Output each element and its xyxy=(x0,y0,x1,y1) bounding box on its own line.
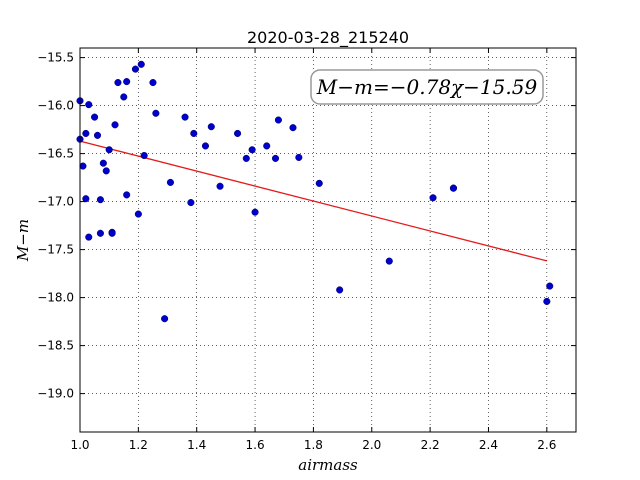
data-point xyxy=(161,315,169,323)
y-axis-label: M−m xyxy=(14,219,32,262)
data-point xyxy=(93,131,102,139)
x-tick-label: 1.0 xyxy=(70,438,89,452)
x-tick-label: 1.2 xyxy=(129,438,148,452)
data-point xyxy=(271,154,280,162)
fit-equation: M−m=−0.78χ−15.59 xyxy=(316,75,538,99)
data-point xyxy=(111,121,119,129)
y-tick-label: −18.0 xyxy=(37,291,74,305)
y-tick-label: −19.0 xyxy=(37,387,74,401)
x-tick-label: 2.4 xyxy=(479,438,498,452)
plot-frame xyxy=(79,47,577,433)
data-point xyxy=(207,123,215,131)
y-tick-label: −17.0 xyxy=(37,195,74,209)
data-point xyxy=(114,79,122,87)
data-point xyxy=(274,116,282,124)
x-tick-label: 2.0 xyxy=(362,438,381,452)
data-point xyxy=(242,154,250,162)
data-point xyxy=(152,109,160,117)
x-tick-label: 2.6 xyxy=(537,438,556,452)
data-point xyxy=(336,286,344,294)
data-point xyxy=(120,93,128,101)
data-point xyxy=(99,159,107,167)
data-point xyxy=(546,282,554,290)
data-point xyxy=(140,151,148,160)
fit-line xyxy=(79,140,547,262)
data-point xyxy=(149,79,157,87)
data-point xyxy=(295,153,303,161)
data-point xyxy=(187,199,195,207)
x-tick-label: 1.6 xyxy=(246,438,265,452)
x-tick-label: 1.8 xyxy=(304,438,323,452)
data-point xyxy=(137,60,145,68)
data-point xyxy=(123,191,131,199)
data-point xyxy=(248,146,256,154)
chart-title: 2020-03-28_215240 xyxy=(247,28,409,48)
y-tick-label: −17.5 xyxy=(37,243,74,257)
data-point xyxy=(91,113,99,121)
data-point xyxy=(315,179,323,187)
data-point xyxy=(85,101,93,109)
data-point xyxy=(166,178,174,186)
fit-equation-box: M−m=−0.78χ−15.59 xyxy=(310,69,544,105)
data-point xyxy=(385,257,393,265)
data-point xyxy=(105,146,113,154)
data-point xyxy=(96,196,104,204)
data-point xyxy=(201,142,210,150)
data-point xyxy=(102,167,110,175)
data-point xyxy=(251,208,259,216)
data-point xyxy=(543,297,551,305)
y-tick-label: −16.0 xyxy=(37,99,74,113)
data-point xyxy=(134,210,142,218)
data-point xyxy=(82,195,90,203)
data-point xyxy=(216,182,224,190)
data-point xyxy=(289,124,297,132)
x-tick-label: 2.2 xyxy=(421,438,440,452)
y-tick-label: −16.5 xyxy=(37,147,74,161)
fit-line-group xyxy=(79,140,547,262)
data-point xyxy=(96,229,104,237)
y-tick-label: −18.5 xyxy=(37,339,74,353)
data-point xyxy=(234,129,242,137)
data-point xyxy=(429,194,437,202)
data-point xyxy=(263,142,271,150)
data-points xyxy=(76,60,554,323)
axis-ticks: 1.0 1.2 1.4 1.6 1.8 2.0 2.2 2.4 2.6 −15.5 −16.0 −16… xyxy=(37,48,576,452)
grid-lines xyxy=(79,48,576,432)
data-point xyxy=(108,229,116,237)
data-point xyxy=(190,129,198,137)
x-tick-label: 1.4 xyxy=(187,438,206,452)
data-point xyxy=(79,162,87,170)
data-point xyxy=(131,65,139,73)
data-point xyxy=(123,78,131,86)
data-point xyxy=(82,129,90,137)
data-point xyxy=(181,113,189,121)
x-axis-label: airmass xyxy=(298,456,358,474)
y-tick-label: −15.5 xyxy=(37,51,74,65)
data-point xyxy=(85,233,93,241)
data-point xyxy=(449,184,458,192)
